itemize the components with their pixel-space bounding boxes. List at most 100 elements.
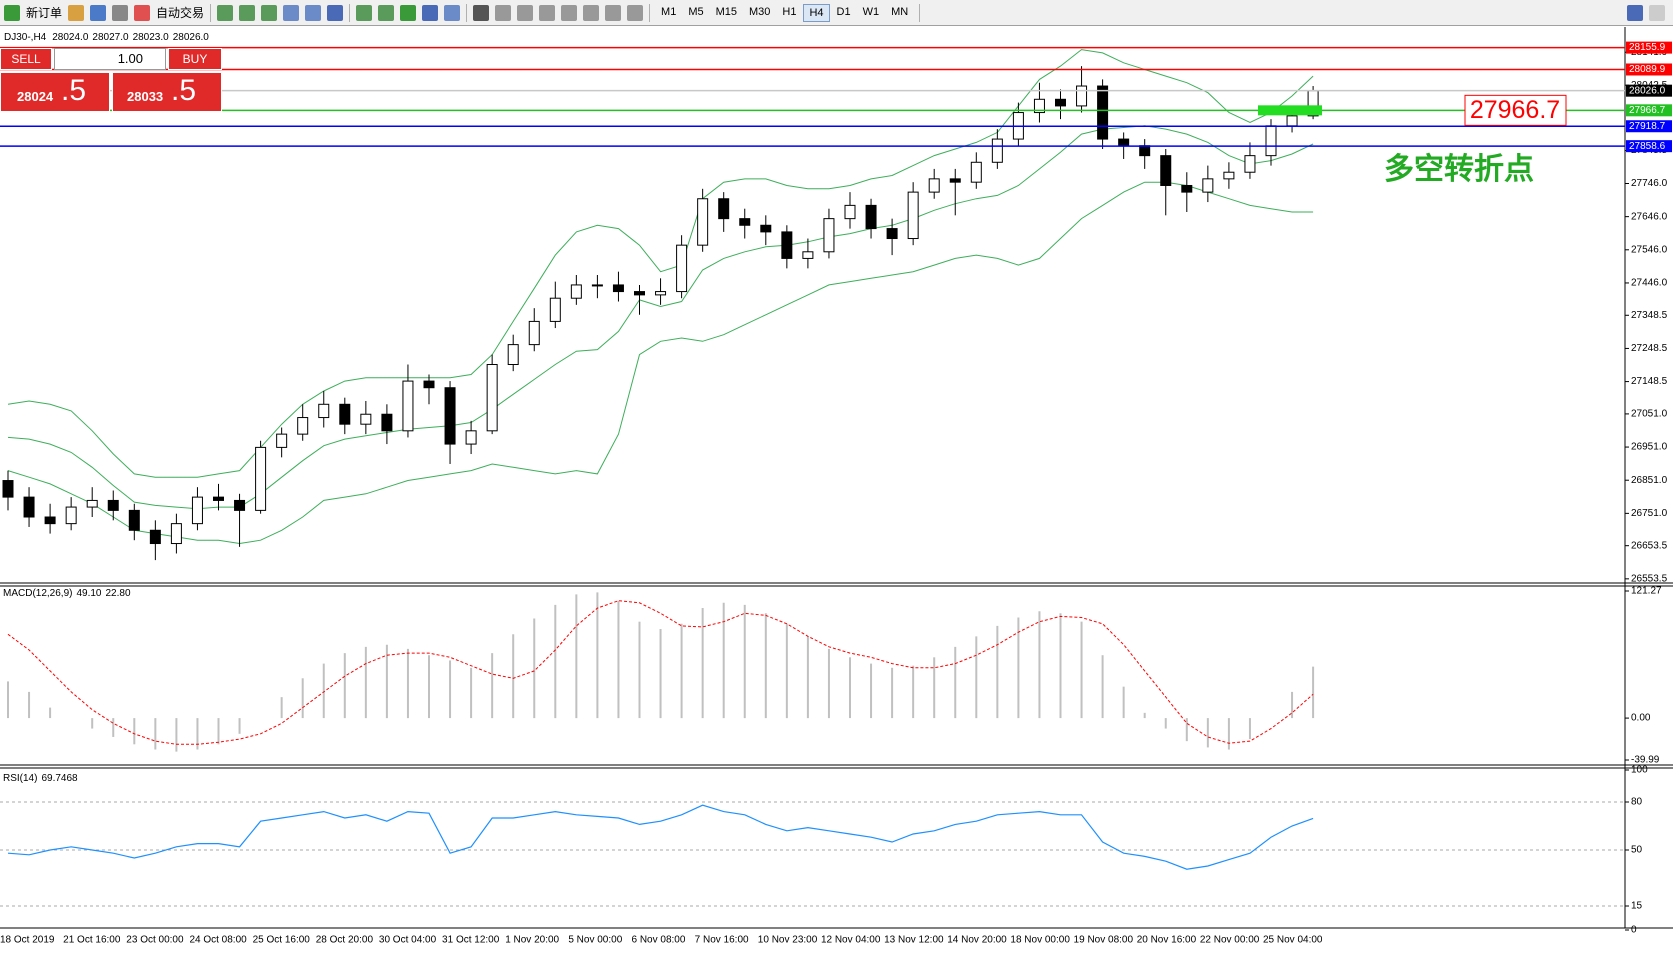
x-tick-label: 21 Oct 16:00 — [63, 935, 121, 946]
indicator-value: 49.10 — [76, 588, 101, 599]
candle-body — [823, 218, 835, 253]
candle-body — [23, 496, 35, 518]
candle-body — [44, 516, 56, 525]
icon[interactable] — [112, 4, 129, 21]
candle-body — [507, 344, 519, 366]
level-label: 27858.6 — [1629, 141, 1666, 152]
icon[interactable] — [378, 4, 395, 21]
candle-body — [528, 320, 540, 346]
icon[interactable] — [517, 4, 534, 21]
header-value: 28023.0 — [133, 32, 170, 43]
candle-body — [697, 198, 709, 246]
new-order-icon[interactable] — [4, 4, 20, 21]
sell-price[interactable]: 28024 .5 — [0, 72, 110, 112]
icon[interactable] — [68, 4, 85, 21]
candle-body — [1265, 125, 1277, 157]
candle-body — [170, 523, 182, 545]
candle-body — [255, 446, 267, 511]
icon[interactable] — [90, 4, 107, 21]
rsi-title: RSI(14) 69.7468 — [3, 773, 78, 784]
timeframe-button[interactable]: MN — [891, 5, 909, 18]
timeframe-button[interactable]: W1 — [862, 5, 880, 18]
price-main: 28024 — [17, 89, 54, 104]
annotation-note: 多空转折点 — [1384, 153, 1534, 186]
icon[interactable] — [239, 4, 256, 21]
candle-body — [591, 284, 603, 287]
x-tick-label: 20 Nov 16:00 — [1137, 935, 1197, 946]
icon[interactable] — [495, 4, 512, 21]
x-tick-label: 7 Nov 16:00 — [695, 935, 749, 946]
icon[interactable] — [217, 4, 234, 21]
header-value: 28024.0 — [52, 32, 89, 43]
candle-body — [718, 198, 730, 220]
candle-body — [65, 506, 77, 525]
icon[interactable] — [561, 4, 578, 21]
candle-body — [276, 433, 288, 448]
icon[interactable] — [539, 4, 556, 21]
timeframe-button[interactable]: M15 — [715, 5, 737, 18]
sell-button[interactable]: SELL — [0, 48, 52, 70]
icon[interactable] — [422, 4, 439, 21]
new-order-button[interactable]: 新订单 — [26, 6, 63, 20]
icon[interactable] — [605, 4, 622, 21]
rsi-line — [7, 804, 1314, 870]
annotation-text: 27966.7 — [1470, 96, 1560, 124]
candle-body — [781, 231, 793, 259]
candle-body — [339, 403, 351, 425]
icon[interactable] — [283, 4, 300, 21]
level-marker — [1258, 105, 1322, 116]
candle-body — [402, 380, 414, 432]
level-label-bg — [1626, 140, 1672, 153]
bollinger-band — [7, 49, 1314, 478]
search-icon[interactable] — [1627, 4, 1643, 21]
candle-body — [86, 499, 98, 508]
timeframe-button[interactable]: M1 — [661, 5, 677, 18]
icon[interactable] — [583, 4, 600, 21]
x-tick-label: 10 Nov 23:00 — [758, 935, 818, 946]
level-label: 27918.7 — [1629, 121, 1666, 132]
lot-input[interactable]: 1.00 — [54, 48, 166, 70]
candle-body — [1160, 155, 1172, 186]
chart-header: DJ30-,H4 28024.0 28027.0 28023.0 28026.0 — [4, 32, 209, 43]
indicator-name: RSI(14) — [3, 773, 37, 784]
icon[interactable] — [627, 4, 644, 21]
x-tick-label: 18 Nov 00:00 — [1010, 935, 1070, 946]
price-main: 28033 — [127, 89, 164, 104]
icon[interactable] — [305, 4, 322, 21]
icon[interactable] — [261, 4, 278, 21]
candle-body — [360, 413, 372, 425]
icon[interactable] — [400, 4, 417, 21]
y-tick-label: 27051.0 — [1631, 409, 1668, 420]
symbol: DJ30-,H4 — [4, 32, 47, 43]
timeframe-button[interactable]: M5 — [688, 5, 704, 18]
candle-body — [2, 480, 14, 498]
x-tick-label: 24 Oct 08:00 — [189, 935, 247, 946]
separator — [919, 3, 921, 22]
plot: 26553.5 26653.5 26751.0 26851.0 26951.0 27051… — [0, 41, 1672, 946]
level-label-bg — [1626, 63, 1672, 76]
level-label: 28026.0 — [1629, 85, 1666, 96]
y-tick-label: 0.00 — [1631, 713, 1651, 724]
auto-trading-button[interactable]: 自动交易 — [156, 6, 205, 20]
candle-body — [1244, 155, 1256, 173]
bollinger-band — [7, 125, 1314, 510]
timeframe-button[interactable]: M30 — [749, 5, 771, 18]
icon[interactable] — [444, 4, 461, 21]
chat-icon[interactable] — [1649, 4, 1665, 21]
candle-body — [634, 291, 645, 296]
candle-body — [149, 529, 161, 545]
buy-button[interactable]: BUY — [168, 48, 222, 70]
buy-price[interactable]: 28033 .5 — [112, 72, 222, 112]
auto-trading-icon[interactable] — [134, 4, 151, 21]
candle-body — [234, 499, 246, 511]
y-tick-label: 27646.0 — [1631, 211, 1668, 222]
timeframe-button[interactable]: D1 — [836, 5, 851, 18]
candle-body — [844, 204, 856, 220]
icon[interactable] — [356, 4, 373, 21]
icon[interactable] — [327, 4, 344, 21]
timeframe-button[interactable]: H4 — [803, 3, 830, 22]
timeframe-button[interactable]: H1 — [782, 5, 797, 18]
candle-body — [1286, 115, 1298, 127]
icon[interactable] — [473, 4, 490, 21]
